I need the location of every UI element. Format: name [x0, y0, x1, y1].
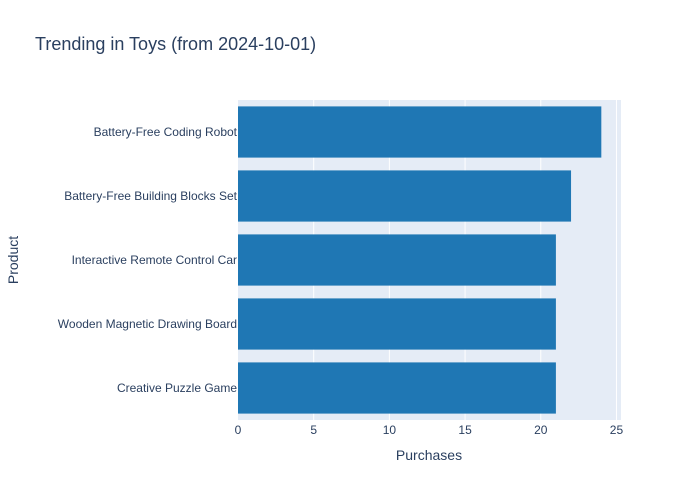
- bar: [238, 170, 572, 222]
- x-tick-label: 20: [534, 423, 548, 437]
- x-tick-label: 25: [610, 423, 624, 437]
- category-label: Interactive Remote Control Car: [72, 253, 237, 267]
- bar: [238, 234, 556, 286]
- category-labels: Battery-Free Coding Robot Battery-Free Bu…: [58, 125, 238, 395]
- x-tick-label: 5: [310, 423, 317, 437]
- bar: [238, 362, 556, 414]
- x-axis-title: Purchases: [396, 447, 462, 463]
- category-label: Wooden Magnetic Drawing Board: [58, 317, 237, 331]
- x-tick-label: 0: [235, 423, 242, 437]
- chart-title: Trending in Toys (from 2024-10-01): [35, 34, 316, 54]
- category-label: Battery-Free Building Blocks Set: [64, 189, 237, 203]
- category-label: Battery-Free Coding Robot: [94, 125, 238, 139]
- y-axis-title: Product: [5, 236, 21, 284]
- category-label: Creative Puzzle Game: [117, 381, 237, 395]
- x-tick-label: 15: [458, 423, 472, 437]
- bar: [238, 298, 556, 350]
- x-tick-labels: 0 5 10 15 20 25: [235, 423, 624, 437]
- bar: [238, 106, 602, 158]
- x-tick-label: 10: [383, 423, 397, 437]
- bars: [238, 106, 602, 414]
